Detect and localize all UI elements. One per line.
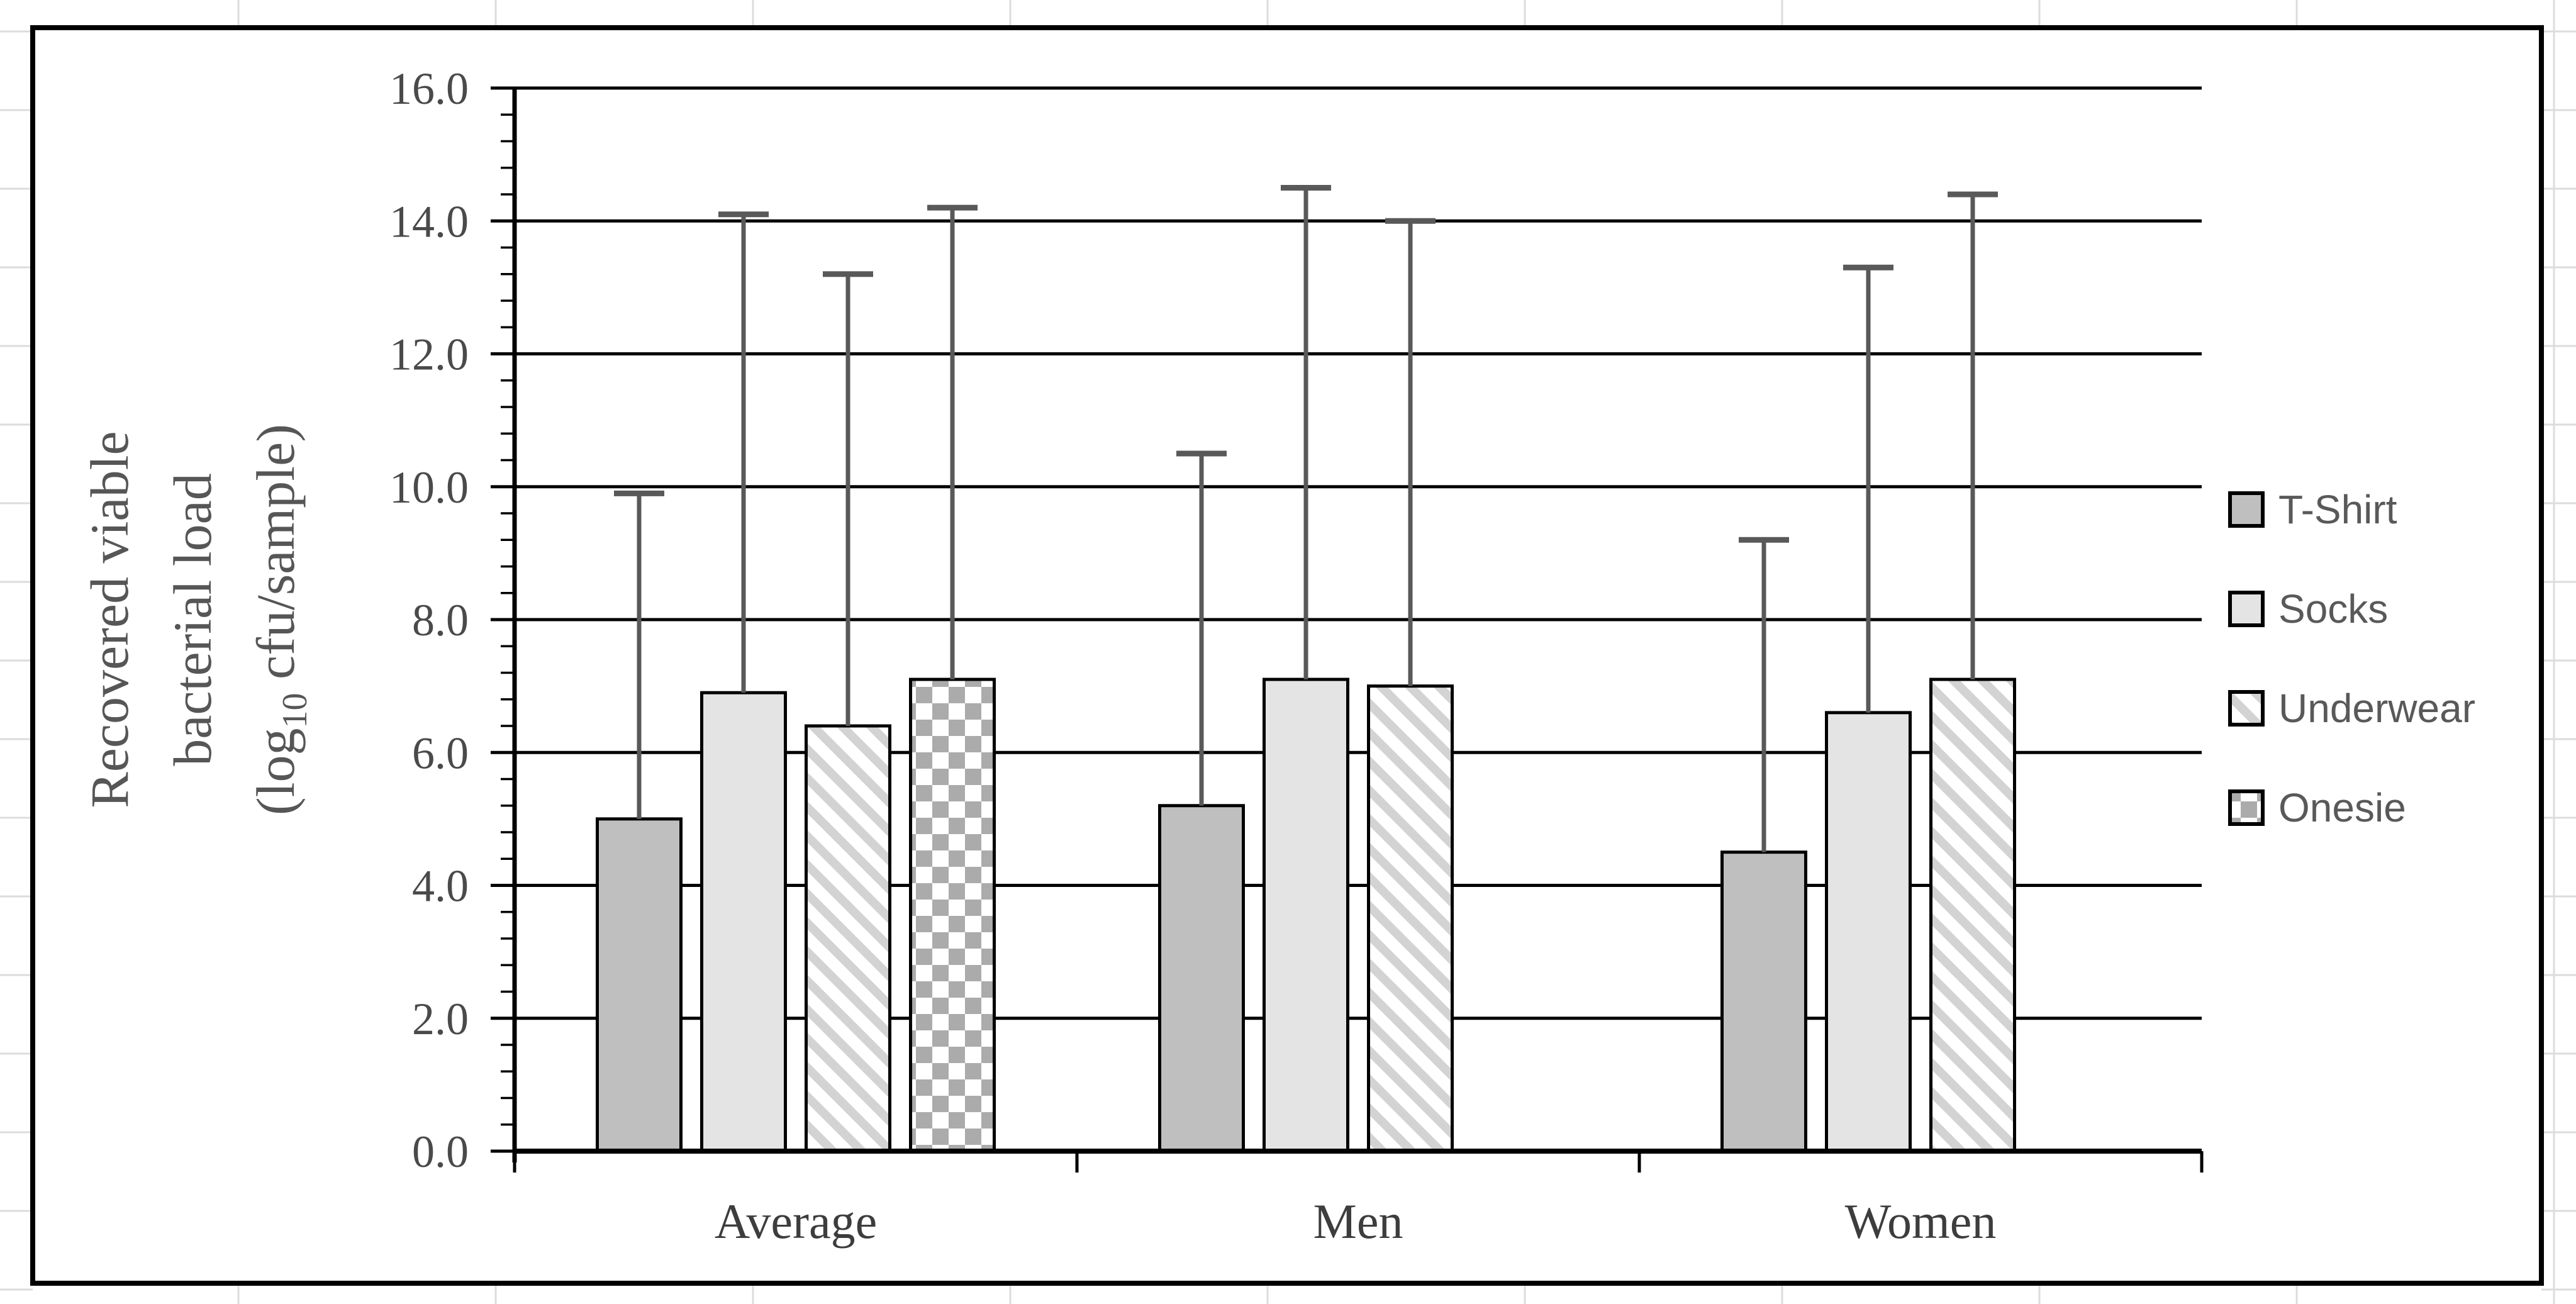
legend: T-Shirt Socks Underwear Onesie — [2228, 487, 2475, 830]
legend-label-tshirt: T-Shirt — [2278, 487, 2397, 532]
y-axis-tick-labels: 0.0 2.0 4.0 6.0 8.0 10.0 12.0 14.0 16.0 — [389, 64, 469, 1177]
y-tick-label-14.0: 14.0 — [389, 196, 469, 247]
y-axis-title-line-2: bacterial load — [162, 473, 223, 766]
legend-label-onesie: Onesie — [2278, 785, 2406, 830]
category-label-women: Women — [1845, 1194, 1997, 1249]
y-tick-label-16.0: 16.0 — [389, 64, 469, 114]
error-bars — [614, 184, 1998, 852]
y-tick-label-6.0: 6.0 — [412, 728, 469, 778]
legend-entry-tshirt[interactable]: T-Shirt — [2228, 487, 2397, 532]
category-label-men: Men — [1313, 1194, 1403, 1249]
bar-socks-women[interactable] — [1825, 711, 1912, 1153]
y-tick-label-10.0: 10.0 — [389, 462, 469, 513]
legend-swatch-tshirt — [2228, 491, 2265, 528]
y-axis-title-line-3: (log10 cfu/sample) — [245, 424, 315, 815]
bar-tshirt-average[interactable] — [596, 817, 683, 1153]
bar-underwear-average[interactable] — [805, 724, 891, 1153]
x-axis-category-labels: Average Men Women — [715, 1194, 1997, 1249]
legend-entry-onesie[interactable]: Onesie — [2228, 785, 2406, 830]
y-axis-title-line-1: Recovered viable — [79, 431, 140, 808]
y-axis-title: Recovered viable bacterial load (log10 cfu… — [79, 424, 315, 815]
bar-underwear-men[interactable] — [1367, 684, 1454, 1153]
bar-tshirt-women[interactable] — [1720, 850, 1807, 1153]
plot-gridlines — [515, 86, 2202, 1020]
legend-entry-socks[interactable]: Socks — [2228, 586, 2388, 632]
legend-label-underwear: Underwear — [2278, 686, 2475, 731]
bar-socks-men[interactable] — [1263, 677, 1349, 1153]
legend-swatch-onesie — [2228, 789, 2265, 826]
legend-swatch-underwear — [2228, 690, 2265, 727]
y-tick-label-8.0: 8.0 — [412, 595, 469, 645]
bar-series — [596, 677, 2016, 1153]
bar-underwear-women[interactable] — [1929, 677, 2016, 1153]
legend-swatch-socks — [2228, 591, 2265, 627]
category-label-average: Average — [715, 1194, 877, 1249]
y-tick-label-12.0: 12.0 — [389, 330, 469, 380]
y-axis-ticks — [491, 86, 2204, 1173]
bar-socks-average[interactable] — [700, 691, 787, 1153]
y-tick-label-2.0: 2.0 — [412, 994, 469, 1044]
y-tick-label-4.0: 4.0 — [412, 861, 469, 911]
y-tick-label-0.0: 0.0 — [412, 1127, 469, 1177]
legend-entry-underwear[interactable]: Underwear — [2228, 686, 2475, 731]
bar-onesie-average[interactable] — [909, 677, 996, 1153]
legend-label-socks: Socks — [2278, 586, 2388, 632]
bar-tshirt-men[interactable] — [1158, 804, 1245, 1153]
